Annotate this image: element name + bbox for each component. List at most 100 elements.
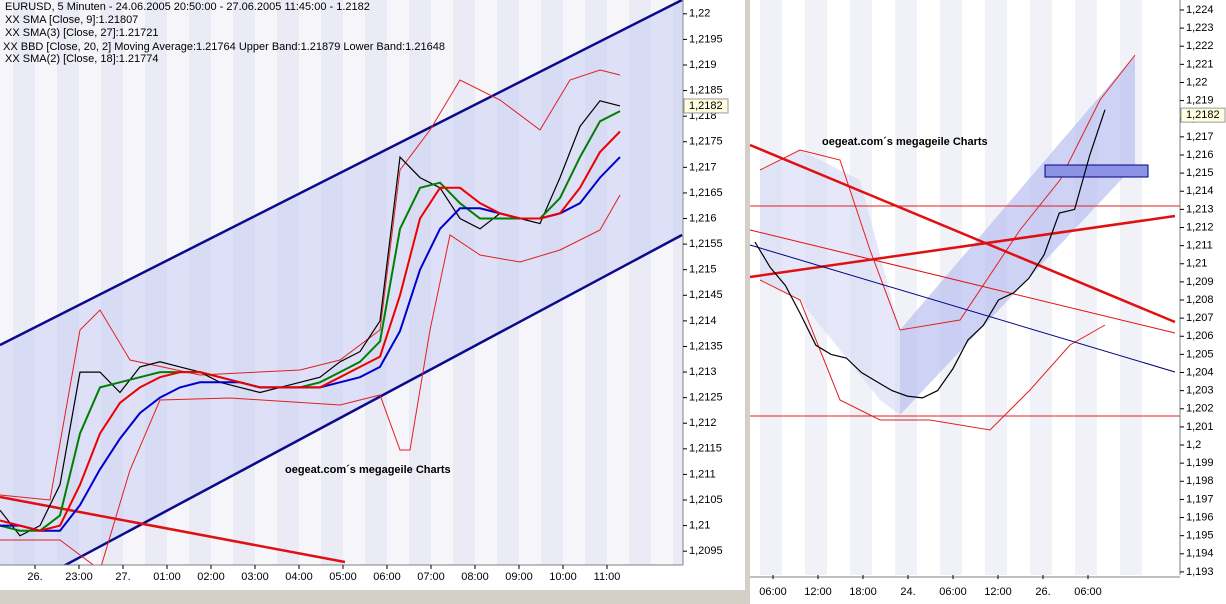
band-line bbox=[759, 54, 1136, 331]
y-tick-label: 1,219 bbox=[689, 59, 717, 71]
red-trendline bbox=[0, 495, 346, 564]
red-trendline bbox=[749, 214, 1176, 279]
x-tick-label: 04:00 bbox=[285, 571, 313, 583]
scrollbar[interactable] bbox=[0, 590, 745, 604]
trend-channel bbox=[0, 0, 682, 600]
y-tick-label: 1,204 bbox=[1186, 366, 1214, 378]
x-tick-label: 08:00 bbox=[461, 571, 489, 583]
y-tick-label: 1,199 bbox=[1186, 457, 1214, 469]
y-tick-label: 1,21 bbox=[689, 519, 710, 531]
y-tick-label: 1,214 bbox=[1186, 185, 1214, 197]
x-tick-label: 26. bbox=[27, 571, 42, 583]
x-tick-label: 06:00 bbox=[759, 586, 787, 598]
price-line bbox=[754, 109, 1106, 399]
blue-trendline bbox=[749, 244, 1176, 373]
x-tick-label: 07:00 bbox=[417, 571, 445, 583]
indicator-line bbox=[0, 130, 621, 532]
target-box bbox=[1044, 164, 1149, 178]
stripe bbox=[760, 0, 782, 575]
x-tick-label: 06:00 bbox=[373, 571, 401, 583]
y-tick-label: 1,207 bbox=[1186, 312, 1214, 324]
y-tick-label: 1,206 bbox=[1186, 330, 1214, 342]
y-tick-label: 1,21 bbox=[1186, 258, 1207, 270]
x-tick-label: 09:00 bbox=[505, 571, 533, 583]
x-tick-label: 10:00 bbox=[549, 571, 577, 583]
x-tick-label: 18:00 bbox=[849, 586, 877, 598]
y-tick-label: 1,217 bbox=[689, 161, 717, 173]
y-tick-label: 1,194 bbox=[1186, 548, 1214, 560]
y-tick-label: 1,217 bbox=[1186, 131, 1214, 143]
x-tick-label: 03:00 bbox=[241, 571, 269, 583]
x-tick-label: 06:00 bbox=[939, 586, 967, 598]
x-tick-label: 06:00 bbox=[1074, 586, 1102, 598]
y-tick-label: 1,212 bbox=[689, 417, 717, 429]
splitter bbox=[745, 0, 750, 604]
y-tick-label: 1,212 bbox=[1186, 221, 1214, 233]
y-tick-label: 1,202 bbox=[1186, 403, 1214, 415]
y-tick-label: 1,214 bbox=[689, 315, 717, 327]
y-tick-label: 1,215 bbox=[1186, 167, 1214, 179]
left-y-axis-bg bbox=[683, 0, 745, 565]
y-tick-label: 1,197 bbox=[1186, 493, 1214, 505]
y-tick-label: 1,208 bbox=[1186, 294, 1214, 306]
legend-entry: EURUSD, 5 Minuten - 24.06.2005 20:50:00 … bbox=[5, 1, 370, 13]
y-tick-label: 1,22 bbox=[1186, 76, 1207, 88]
y-tick-label: 1,2195 bbox=[689, 33, 723, 45]
y-tick-label: 1,198 bbox=[1186, 475, 1214, 487]
band-area bbox=[760, 150, 900, 415]
y-tick-label: 1,2175 bbox=[689, 136, 723, 148]
y-tick-label: 1,2115 bbox=[689, 443, 722, 455]
x-tick-label: 24. bbox=[900, 586, 915, 598]
x-tick-label: 02:00 bbox=[197, 571, 225, 583]
y-tick-label: 1,223 bbox=[1186, 22, 1214, 34]
last-price-label: 1,2182 bbox=[689, 100, 723, 112]
y-tick-label: 1,2135 bbox=[689, 340, 723, 352]
x-tick-label: 23:00 bbox=[65, 571, 93, 583]
last-price-box bbox=[1180, 107, 1226, 123]
y-tick-label: 1,2165 bbox=[689, 187, 723, 199]
x-tick-label: 05:00 bbox=[329, 571, 357, 583]
channel-top bbox=[0, 0, 683, 347]
right-y-axis-bg bbox=[1180, 0, 1226, 575]
legend-entry: XX SMA [Close, 9]:1.21807 bbox=[5, 14, 138, 26]
y-tick-label: 1,213 bbox=[689, 366, 717, 378]
y-tick-label: 1,211 bbox=[689, 468, 716, 480]
bollinger-upper bbox=[0, 69, 621, 501]
y-tick-label: 1,215 bbox=[689, 264, 717, 276]
bollinger-lower bbox=[0, 194, 621, 571]
y-tick-label: 1,209 bbox=[1186, 276, 1214, 288]
y-tick-label: 1,221 bbox=[1186, 58, 1214, 70]
x-tick-label: 11:00 bbox=[594, 571, 621, 583]
left-x-axis-bg bbox=[0, 565, 745, 590]
last-price-box bbox=[683, 98, 729, 114]
y-tick-label: 1,213 bbox=[1186, 203, 1214, 215]
y-tick-label: 1,216 bbox=[1186, 149, 1214, 161]
y-tick-label: 1,193 bbox=[1186, 566, 1214, 578]
band-line bbox=[759, 279, 1106, 431]
y-tick-label: 1,2155 bbox=[689, 238, 723, 250]
y-tick-label: 1,2 bbox=[1186, 439, 1201, 451]
y-tick-label: 1,222 bbox=[1186, 40, 1214, 52]
x-tick-label: 27. bbox=[115, 571, 130, 583]
x-tick-label: 12:00 bbox=[804, 586, 832, 598]
x-tick-label: 01:00 bbox=[153, 571, 181, 583]
last-price-label: 1,2182 bbox=[1186, 109, 1220, 121]
legend-entry: XX SMA(3) [Close, 27]:1.21721 bbox=[5, 27, 158, 39]
x-tick-label: 12:00 bbox=[984, 586, 1012, 598]
y-tick-label: 1,224 bbox=[1186, 4, 1214, 16]
y-tick-label: 1,201 bbox=[1186, 421, 1214, 433]
stripes bbox=[760, 0, 1142, 575]
annotation: XX BBD [Close, 20, 2] Moving Average:1.2… bbox=[3, 41, 445, 53]
y-tick-label: 1,2105 bbox=[689, 494, 723, 506]
annotation: oegeat.com´s megageile Charts bbox=[822, 136, 988, 148]
legend-entry: XX SMA(2) [Close, 18]:1.21774 bbox=[5, 53, 158, 65]
y-tick-label: 1,219 bbox=[1186, 95, 1214, 107]
y-tick-label: 1,2185 bbox=[689, 84, 723, 96]
red-trendline bbox=[749, 143, 1176, 324]
stripe bbox=[895, 0, 917, 575]
channel-bottom bbox=[0, 233, 683, 602]
red-trendline bbox=[749, 229, 1176, 334]
x-tick-label: 26. bbox=[1035, 586, 1050, 598]
